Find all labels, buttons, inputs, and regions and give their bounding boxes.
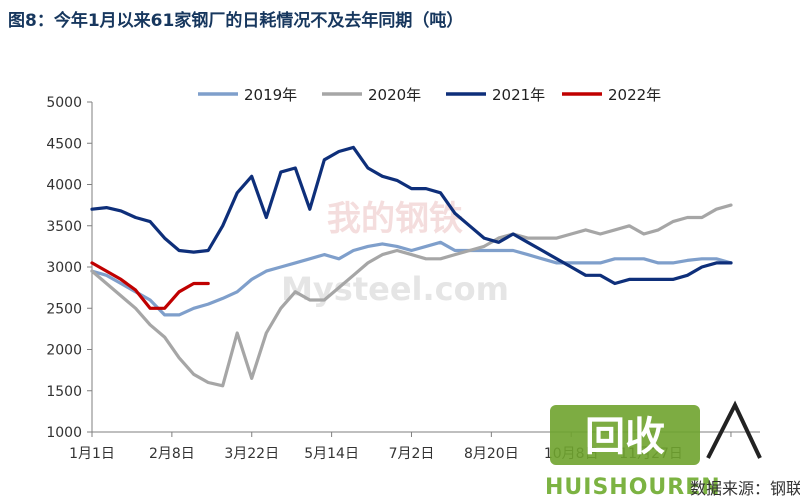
y-tick-label: 2000 <box>46 343 82 359</box>
series-line-2022 <box>90 261 210 310</box>
y-tick-label: 4000 <box>46 178 82 194</box>
x-tick-label: 1月1日 <box>69 446 115 462</box>
x-tick-label: 5月14日 <box>304 446 359 462</box>
y-tick-label: 1500 <box>46 384 82 400</box>
logo-figure-icon <box>706 400 762 459</box>
logo-text-en: HUISHOUREN <box>545 475 721 500</box>
page-title: 图8：今年1月以来61家钢厂的日耗情况不及去年同期（吨） <box>8 11 464 31</box>
y-tick-label: 3500 <box>46 219 82 235</box>
x-tick-label: 8月20日 <box>464 446 519 462</box>
source-text: 数据来源：钢联数据 <box>690 479 800 498</box>
y-tick-label: 5000 <box>46 95 82 111</box>
series-layer <box>90 145 733 388</box>
legend-label-2019: 2019年 <box>244 86 297 104</box>
legend: 2019年 2020年 2021年 2022年 <box>198 86 661 104</box>
legend-label-2022: 2022年 <box>608 86 661 104</box>
y-tick-label: 1000 <box>46 425 82 441</box>
x-tick-label: 7月2日 <box>389 446 435 462</box>
series-line-2019 <box>90 240 733 317</box>
x-tick-label: 3月22日 <box>224 446 279 462</box>
logo-text-cn: 回收 <box>585 414 665 460</box>
watermark-subtext: Mysteel.com <box>281 270 509 308</box>
watermark: 我的钢铁 Mysteel.com <box>281 199 509 308</box>
huishouren-logo: 回收 HUISHOUREN 数据来源：钢联数据 <box>545 400 800 500</box>
y-tick-label: 4500 <box>46 136 82 152</box>
series-line-2020 <box>90 203 733 388</box>
y-axis-ticks: 1000 1500 2000 2500 3000 3500 4000 4500 5000 <box>46 95 92 441</box>
x-tick-label: 2月8日 <box>149 446 195 462</box>
logo-background <box>550 405 700 465</box>
series-line-2021 <box>90 145 733 286</box>
watermark-text: 我的钢铁 <box>327 199 463 239</box>
y-tick-label: 2500 <box>46 301 82 317</box>
y-tick-label: 3000 <box>46 260 82 276</box>
legend-label-2020: 2020年 <box>368 86 421 104</box>
legend-label-2021: 2021年 <box>492 86 545 104</box>
